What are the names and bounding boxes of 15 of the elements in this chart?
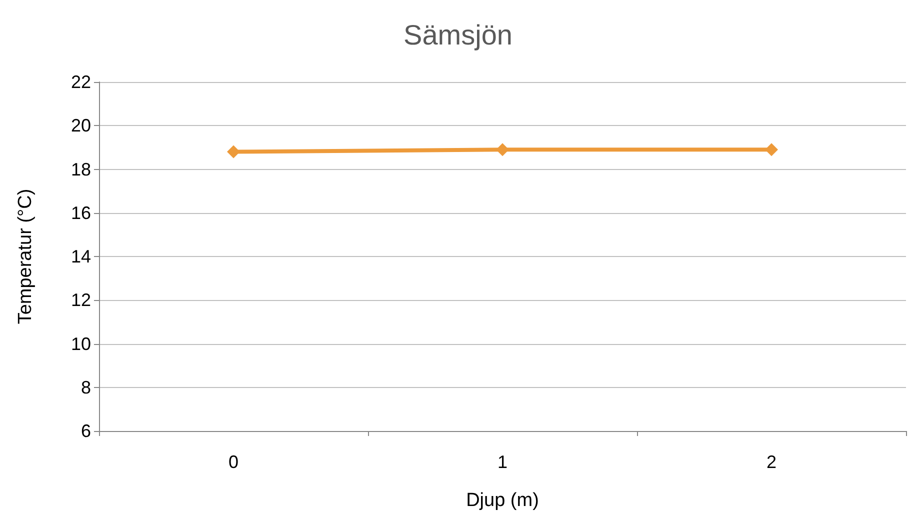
y-tick-label: 18	[70, 159, 91, 180]
y-tick-label: 8	[80, 377, 91, 398]
y-tick-label: 14	[70, 246, 91, 266]
y-tick-label: 22	[70, 72, 91, 92]
chart-title: Sämsjön	[404, 20, 512, 50]
y-tick-label: 12	[70, 290, 91, 310]
x-axis-title: Djup (m)	[466, 490, 539, 511]
y-axis-title: Temperatur (°C)	[15, 188, 36, 324]
x-tick-label: 1	[497, 452, 508, 472]
x-tick-label: 2	[766, 452, 777, 472]
y-tick-label: 10	[70, 334, 91, 354]
y-tick-label: 6	[80, 421, 91, 441]
x-tick-label: 0	[228, 452, 239, 472]
y-tick-label: 20	[70, 116, 91, 136]
y-tick-label: 16	[70, 202, 91, 223]
